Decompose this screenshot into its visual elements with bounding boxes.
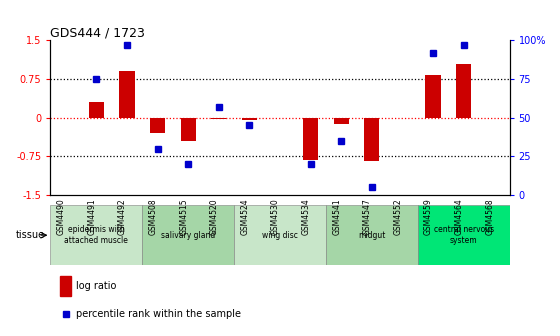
Text: midgut: midgut xyxy=(358,231,385,240)
Bar xyxy=(418,205,510,265)
Text: GSM4490: GSM4490 xyxy=(57,198,66,235)
Text: tissue: tissue xyxy=(16,230,45,240)
Text: GSM4515: GSM4515 xyxy=(179,198,188,235)
Bar xyxy=(211,118,226,119)
Text: GSM4491: GSM4491 xyxy=(87,198,96,235)
Bar xyxy=(426,75,441,118)
Bar xyxy=(50,205,142,265)
Bar xyxy=(242,118,257,120)
Text: GSM4564: GSM4564 xyxy=(455,198,464,235)
Bar xyxy=(334,118,349,124)
Bar xyxy=(234,205,326,265)
Text: central nervous
system: central nervous system xyxy=(433,225,494,245)
Text: GSM4530: GSM4530 xyxy=(271,198,280,235)
Text: salivary gland: salivary gland xyxy=(161,231,215,240)
Text: GSM4559: GSM4559 xyxy=(424,198,433,235)
Text: percentile rank within the sample: percentile rank within the sample xyxy=(76,309,241,319)
Text: GSM4520: GSM4520 xyxy=(210,198,219,235)
Bar xyxy=(303,118,318,160)
Text: GDS444 / 1723: GDS444 / 1723 xyxy=(50,26,145,39)
Bar xyxy=(88,102,104,118)
Bar xyxy=(142,205,234,265)
Bar xyxy=(150,118,165,133)
Text: GSM4568: GSM4568 xyxy=(486,198,494,235)
Text: GSM4524: GSM4524 xyxy=(240,198,249,235)
Text: wing disc: wing disc xyxy=(262,231,298,240)
Bar xyxy=(364,118,380,161)
Text: GSM4534: GSM4534 xyxy=(302,198,311,235)
Bar xyxy=(180,118,196,141)
Text: GSM4552: GSM4552 xyxy=(394,198,403,235)
Bar xyxy=(326,205,418,265)
Bar xyxy=(456,64,472,118)
Text: log ratio: log ratio xyxy=(76,281,116,291)
Text: GSM4547: GSM4547 xyxy=(363,198,372,235)
Text: epidermis with
attached muscle: epidermis with attached muscle xyxy=(64,225,128,245)
Bar xyxy=(59,276,71,296)
Text: GSM4508: GSM4508 xyxy=(148,198,157,235)
Text: GSM4492: GSM4492 xyxy=(118,198,127,235)
Bar xyxy=(119,71,134,118)
Text: GSM4541: GSM4541 xyxy=(332,198,341,235)
